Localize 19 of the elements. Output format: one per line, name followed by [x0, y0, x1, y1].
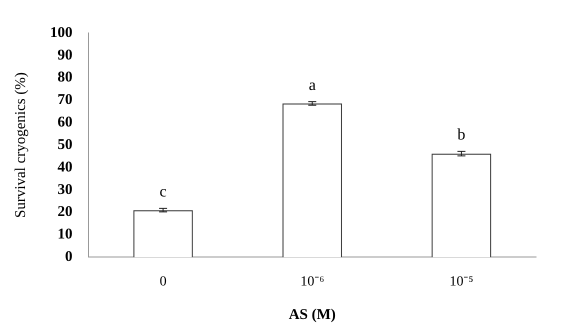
- y-tick-label: 70: [58, 92, 72, 108]
- y-axis-title: Survival cryogenics (%): [12, 72, 29, 218]
- x-tick-label: 0: [160, 274, 167, 290]
- y-tick-label: 80: [58, 70, 72, 86]
- y-tick-label: 20: [58, 204, 72, 220]
- annotation: a: [308, 76, 316, 94]
- x-axis-title: AS (M): [288, 306, 336, 323]
- y-tick-label: 90: [58, 47, 72, 64]
- x-tick-label: 10⁻⁶: [300, 274, 324, 290]
- annotation: b: [457, 126, 466, 144]
- x-tick-label: 10⁻⁵: [449, 274, 474, 290]
- y-tick-label: 30: [58, 182, 72, 198]
- y-tick-label: 0: [65, 249, 72, 266]
- y-tick-label: 100: [50, 24, 72, 41]
- y-tick-label: 60: [58, 114, 72, 131]
- y-tick-label: 40: [58, 159, 72, 176]
- y-tick-label: 50: [58, 136, 72, 153]
- y-tick-label: 10: [58, 226, 72, 243]
- annotation: c: [160, 184, 167, 201]
